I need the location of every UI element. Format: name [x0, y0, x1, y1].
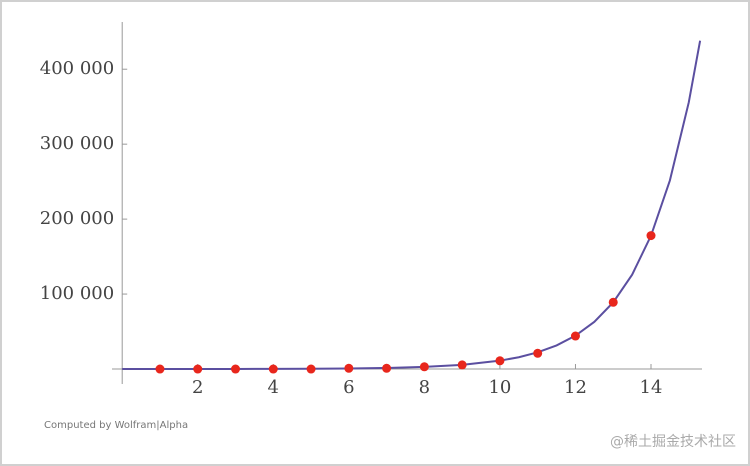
credit: Computed by Wolfram|Alpha — [44, 420, 188, 431]
y-tick-label: 100 000 — [40, 283, 114, 304]
x-tick-label: 4 — [268, 377, 279, 398]
y-tick-label: 200 000 — [40, 208, 114, 229]
data-point — [155, 364, 165, 374]
x-tick-label: 6 — [343, 377, 354, 398]
x-tick-label: 8 — [419, 377, 430, 398]
x-tick-label: 10 — [488, 377, 511, 398]
data-point — [533, 348, 543, 358]
x-tick-label: 14 — [640, 377, 663, 398]
data-point — [268, 364, 278, 374]
data-point — [495, 356, 505, 366]
x-tick-label: 12 — [564, 377, 587, 398]
watermark: @稀土掘金技术社区 — [610, 434, 736, 450]
fit-curve — [122, 40, 702, 370]
data-point — [231, 364, 241, 374]
x-tick-label: 2 — [192, 377, 203, 398]
y-tick-label: 300 000 — [40, 133, 114, 154]
y-tick-label: 400 000 — [40, 58, 114, 79]
data-point — [570, 331, 580, 341]
data-point — [608, 297, 618, 307]
data-point — [382, 363, 392, 373]
data-point — [419, 362, 429, 372]
data-point — [193, 364, 203, 374]
data-point — [457, 360, 467, 370]
data-point — [646, 231, 656, 241]
data-point — [306, 364, 316, 374]
data-point — [344, 363, 354, 373]
